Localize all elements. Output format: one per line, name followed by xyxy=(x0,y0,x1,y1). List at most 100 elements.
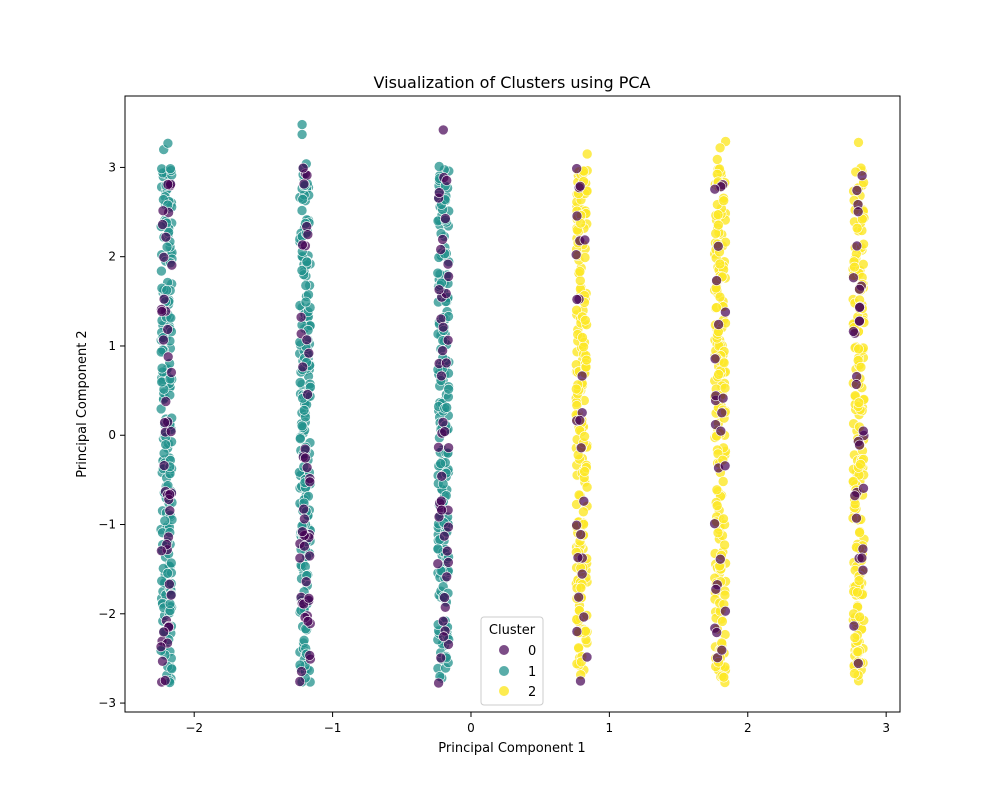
scatter-point xyxy=(437,345,448,357)
legend-marker-2 xyxy=(499,686,509,696)
scatter-point xyxy=(580,314,591,326)
scatter-point xyxy=(856,170,868,181)
scatter-point xyxy=(443,442,454,454)
scatter-point xyxy=(581,651,593,663)
scatter-point xyxy=(433,187,445,198)
legend-box xyxy=(480,616,544,706)
scatter-point xyxy=(571,294,583,305)
scatter-point xyxy=(166,663,177,675)
scatter-point xyxy=(581,354,592,366)
scatter-point xyxy=(438,530,450,542)
scatter-point xyxy=(435,244,447,255)
scatter-point xyxy=(713,369,724,380)
scatter-point xyxy=(437,234,448,245)
scatter-point xyxy=(162,324,173,335)
x-tick-label: 1 xyxy=(606,721,614,735)
scatter-point xyxy=(852,658,864,669)
scatter-point xyxy=(160,439,171,451)
scatter-point xyxy=(851,185,863,196)
scatter-point xyxy=(849,490,861,502)
scatter-point xyxy=(719,382,731,394)
scatter-point xyxy=(442,334,454,346)
y-tick-label: 3 xyxy=(108,160,116,174)
scatter-point xyxy=(576,568,588,580)
scatter-point xyxy=(572,552,584,563)
scatter-point xyxy=(717,616,728,627)
scatter-point xyxy=(719,539,730,551)
scatter-point xyxy=(162,351,174,363)
scatter-point xyxy=(299,513,310,525)
scatter-point xyxy=(158,334,169,346)
scatter-point xyxy=(164,578,175,590)
scatter-point xyxy=(854,315,865,327)
scatter-point xyxy=(719,460,731,472)
scatter-point xyxy=(296,265,308,276)
scatter-point xyxy=(301,462,313,473)
scatter-point xyxy=(575,675,586,687)
scatter-point xyxy=(162,179,174,190)
scatter-point xyxy=(294,377,306,388)
scatter-point xyxy=(858,482,869,494)
scatter-point xyxy=(712,241,724,252)
scatter-point xyxy=(718,357,730,369)
scatter-point xyxy=(711,484,723,496)
scatter-point xyxy=(160,396,172,407)
scatter-point xyxy=(578,341,589,353)
scatter-point xyxy=(157,219,168,230)
scatter-point xyxy=(709,353,721,365)
scatter-point xyxy=(574,266,586,277)
scatter-point xyxy=(851,222,863,234)
scatter-point xyxy=(297,194,309,205)
scatter-point xyxy=(709,518,720,530)
scatter-point xyxy=(848,326,859,337)
scatter-point xyxy=(578,495,590,507)
x-tick-label: 0 xyxy=(467,721,475,735)
legend: Cluster 0 1 2 xyxy=(480,616,544,706)
scatter-point xyxy=(300,280,312,291)
scatter-point xyxy=(161,241,173,253)
y-axis: −3 −2 −1 0 1 2 3 xyxy=(98,160,125,710)
scatter-point xyxy=(851,512,862,524)
scatter-point xyxy=(158,251,170,263)
scatter-point xyxy=(436,470,448,482)
legend-marker-0 xyxy=(499,645,509,655)
scatter-point xyxy=(713,219,724,231)
scatter-point xyxy=(433,677,444,689)
scatter-point xyxy=(435,495,447,507)
scatter-point xyxy=(164,489,176,500)
scatter-point xyxy=(852,206,864,217)
scatter-point xyxy=(156,362,168,374)
scatter-point xyxy=(854,283,865,295)
y-tick-label: −2 xyxy=(98,607,116,621)
scatter-point xyxy=(573,591,585,603)
scatter-point xyxy=(578,506,589,518)
scatter-point xyxy=(575,442,587,454)
scatter-point xyxy=(579,431,590,442)
scatter-point xyxy=(162,138,174,149)
scatter-point xyxy=(304,550,316,562)
scatter-point xyxy=(165,163,176,174)
scatter-point xyxy=(298,178,310,190)
scatter-point xyxy=(849,668,860,679)
scatter-point xyxy=(581,148,593,160)
scatter-point xyxy=(571,163,583,174)
scatter-point xyxy=(443,383,454,395)
scatter-point xyxy=(857,258,869,270)
scatter-point xyxy=(296,119,308,130)
scatter-point xyxy=(575,582,587,594)
scatter-point xyxy=(714,553,726,565)
scatter-point xyxy=(302,229,314,240)
scatter-point xyxy=(855,458,866,470)
legend-label-2: 2 xyxy=(528,685,536,700)
scatter-point xyxy=(576,370,588,382)
scatter-point xyxy=(854,611,866,623)
scatter-point xyxy=(433,441,444,453)
x-tick-label: −2 xyxy=(185,721,203,735)
scatter-point xyxy=(857,425,869,437)
scatter-point xyxy=(441,402,453,413)
scatter-point xyxy=(156,265,167,277)
scatter-point xyxy=(437,615,449,627)
scatter-point xyxy=(851,240,863,252)
scatter-point xyxy=(435,458,447,469)
